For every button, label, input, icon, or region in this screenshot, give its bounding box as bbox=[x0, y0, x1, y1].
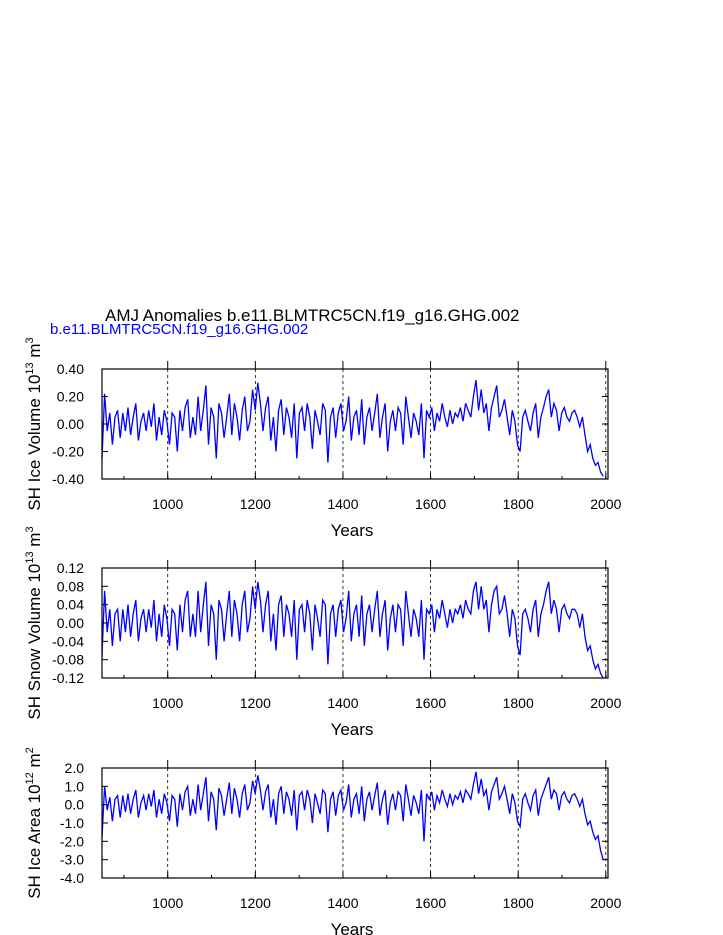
x-tick-label: 1400 bbox=[327, 496, 358, 512]
x-tick-label: 1200 bbox=[240, 496, 271, 512]
data-series-line bbox=[101, 771, 604, 860]
y-tick-label: 0.0 bbox=[65, 797, 85, 813]
y-axis-label: SH Ice Volume 1013 m3 bbox=[24, 337, 44, 510]
y-tick-label: 0.00 bbox=[57, 416, 84, 432]
y-tick-label: 0.08 bbox=[57, 578, 84, 594]
y-tick-label: 0.04 bbox=[57, 597, 84, 613]
chart-panel-2: 1000 1200 1400 1600 1800 2000 0.12 0.08 0.04 0.00… bbox=[24, 526, 622, 739]
y-tick-label: -0.04 bbox=[52, 633, 84, 649]
y-tick-label: -3.0 bbox=[60, 852, 84, 868]
data-series-line bbox=[101, 581, 604, 679]
x-tick-label: 1200 bbox=[240, 695, 271, 711]
y-tick-label: -4.0 bbox=[60, 870, 84, 886]
chart-panel-1: 1000 1200 1400 1600 1800 2000 0.40 0.20 0.00 -0.2… bbox=[24, 337, 622, 540]
y-tick-label: -0.12 bbox=[52, 670, 84, 686]
y-axis-label: SH Snow Volume 1013 m3 bbox=[24, 526, 44, 719]
data-series-line bbox=[101, 379, 604, 477]
y-axis-label: SH Ice Area 1012 m2 bbox=[24, 747, 44, 899]
x-axis-label: Years bbox=[331, 920, 374, 935]
y-tick-label: -2.0 bbox=[60, 833, 84, 849]
y-tick-label: -0.20 bbox=[52, 444, 84, 460]
y-tick-label: 0.20 bbox=[57, 389, 84, 405]
x-tick-label: 1200 bbox=[240, 895, 271, 911]
x-tick-label: 1000 bbox=[152, 895, 183, 911]
y-tick-label: -0.08 bbox=[52, 652, 84, 668]
chart-subtitle: b.e11.BLMTRC5CN.f19_g16.GHG.002 bbox=[50, 321, 308, 338]
x-tick-label: 1000 bbox=[152, 496, 183, 512]
y-tick-label: 0.40 bbox=[57, 361, 84, 377]
x-tick-label: 2000 bbox=[590, 496, 621, 512]
x-tick-label: 1400 bbox=[327, 895, 358, 911]
x-tick-label: 2000 bbox=[590, 695, 621, 711]
y-tick-label: -0.40 bbox=[52, 471, 84, 487]
x-tick-label: 1400 bbox=[327, 695, 358, 711]
x-tick-label: 2000 bbox=[590, 895, 621, 911]
x-tick-label: 1800 bbox=[503, 695, 534, 711]
x-tick-label: 1600 bbox=[415, 496, 446, 512]
x-tick-label: 1000 bbox=[152, 695, 183, 711]
y-tick-label: 1.0 bbox=[65, 778, 85, 794]
chart-title: AMJ Anomalies b.e11.BLMTRC5CN.f19_g16.GH… bbox=[105, 306, 520, 325]
x-tick-label: 1800 bbox=[503, 895, 534, 911]
chart-panel-3: 1000 1200 1400 1600 1800 2000 2.0 1.0 0.0 -1.0 -2.… bbox=[24, 747, 622, 935]
y-tick-label: 0.12 bbox=[57, 560, 84, 576]
x-axis-label: Years bbox=[331, 521, 374, 540]
y-tick-label: 2.0 bbox=[65, 760, 85, 776]
x-tick-label: 1600 bbox=[415, 895, 446, 911]
x-tick-label: 1800 bbox=[503, 496, 534, 512]
y-tick-label: -1.0 bbox=[60, 815, 84, 831]
y-tick-label: 0.00 bbox=[57, 615, 84, 631]
x-axis-label: Years bbox=[331, 720, 374, 739]
x-tick-label: 1600 bbox=[415, 695, 446, 711]
